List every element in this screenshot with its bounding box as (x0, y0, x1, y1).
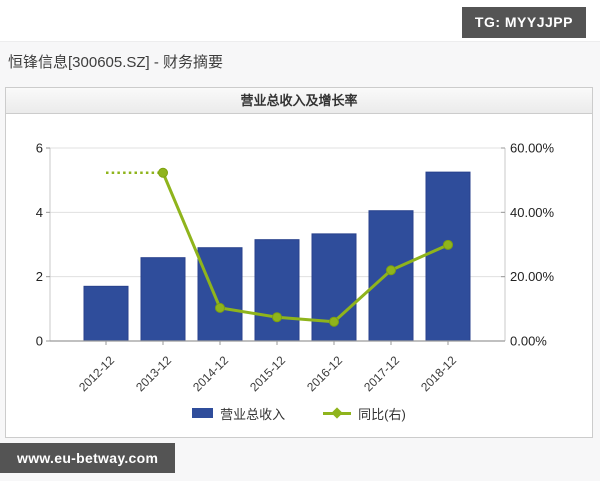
x-axis-label-2013-12: 2013-12 (133, 353, 174, 394)
yoy-line-marker-2018-12 (443, 239, 453, 250)
bar-2018-12 (425, 171, 471, 342)
yoy-line (161, 172, 449, 324)
legend-bar-swatch-icon (192, 408, 214, 418)
x-axis-label-2012-12: 2012-12 (76, 353, 117, 394)
legend-item-revenue: 营业总收入 (192, 404, 285, 423)
chart-panel-title: 营业总收入及增长率 (6, 88, 592, 114)
legend-label-yoy: 同比(右) (358, 406, 406, 422)
chart-panel: 营业总收入及增长率 0 2 4 6 0.00% 20.00% 40.00% 60.00% 201… (5, 87, 593, 438)
right-axis-tick-label: 0.00% (510, 334, 547, 349)
yoy-line-marker-2015-12 (272, 312, 282, 323)
bar-2017-12 (368, 210, 414, 342)
site-watermark-badge: www.eu-betway.com (0, 443, 176, 473)
legend-item-yoy: 同比(右) (323, 404, 406, 423)
yoy-line-marker-2017-12 (386, 265, 396, 276)
legend-diamond-icon (331, 407, 343, 419)
yoy-line-marker-2016-12 (329, 316, 339, 327)
page-title: 恒锋信息[300605.SZ] - 财务摘要 (8, 54, 224, 71)
yoy-line-marker-2013-12 (158, 167, 168, 178)
left-axis-tick-label: 4 (36, 205, 43, 220)
tg-watermark-badge: TG: MYYJJPP (461, 7, 586, 38)
x-axis-label-2018-12: 2018-12 (418, 353, 459, 394)
right-axis-tick-label: 40.00% (510, 205, 555, 220)
x-axis-label-2017-12: 2017-12 (361, 353, 402, 394)
bar-2013-12 (140, 257, 186, 342)
bar-2014-12 (197, 247, 243, 342)
x-axis-label-2014-12: 2014-12 (190, 353, 231, 394)
left-axis-tick-label: 0 (36, 334, 43, 349)
right-axis-tick-label: 60.00% (510, 141, 555, 156)
right-axis-tick-label: 20.00% (510, 269, 555, 284)
x-axis-label-2015-12: 2015-12 (247, 353, 288, 394)
bar-2012-12 (83, 285, 129, 342)
left-axis-tick-label: 6 (36, 141, 43, 156)
chart-legend: 营业总收入 同比(右) (6, 402, 592, 424)
yoy-line-marker-2014-12 (215, 302, 225, 313)
bar-2015-12 (254, 239, 300, 342)
legend-line-marker-icon (323, 407, 352, 419)
left-axis-tick-label: 2 (36, 269, 43, 284)
legend-label-revenue: 营业总收入 (220, 406, 286, 422)
x-axis-label-2016-12: 2016-12 (304, 353, 345, 394)
